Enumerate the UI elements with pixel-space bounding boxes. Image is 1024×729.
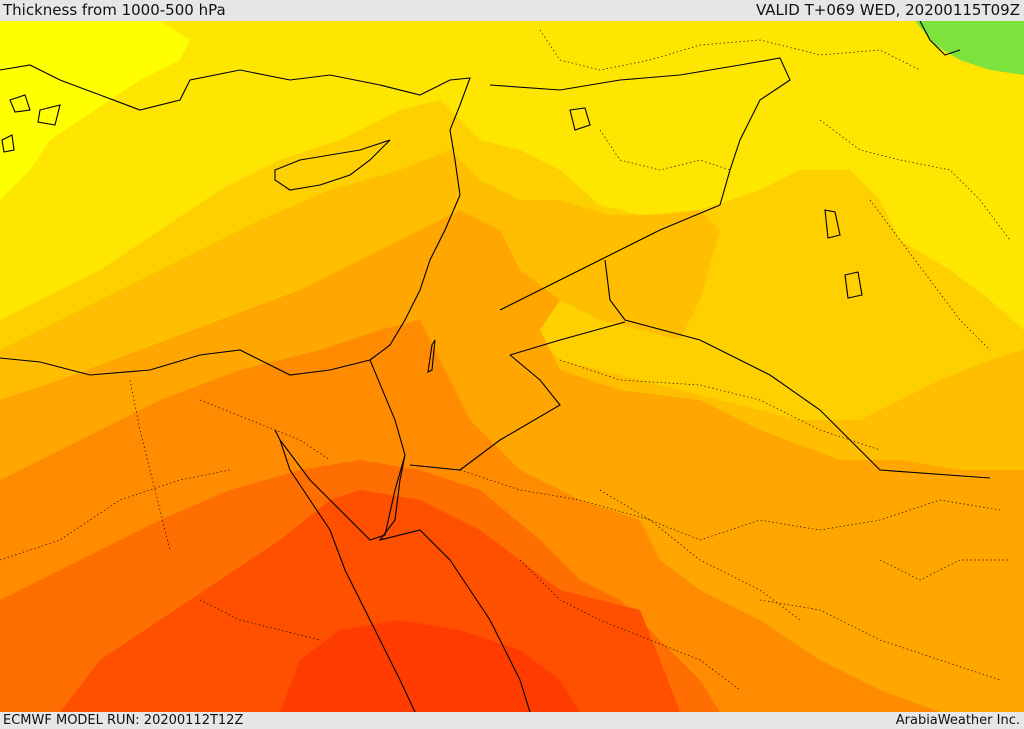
map-title: Thickness from 1000-500 hPa [3, 1, 226, 19]
thickness-map [0, 21, 1024, 712]
credit: ArabiaWeather Inc. [895, 713, 1020, 728]
footer-bar: ECMWF MODEL RUN: 20200112T12Z ArabiaWeat… [0, 712, 1024, 729]
zone-red [280, 620, 580, 712]
coastlines [0, 21, 991, 712]
map-canvas [0, 21, 1024, 712]
zone-green [915, 21, 1024, 75]
valid-time: VALID T+069 WED, 20200115T09Z [755, 1, 1020, 19]
zone-yellow [0, 21, 1024, 330]
model-run: ECMWF MODEL RUN: 20200112T12Z [3, 713, 244, 728]
zone-bright-yellow [0, 21, 190, 200]
admin-boundaries [0, 29, 1011, 691]
header-bar: Thickness from 1000-500 hPa VALID T+069 … [0, 0, 1024, 21]
